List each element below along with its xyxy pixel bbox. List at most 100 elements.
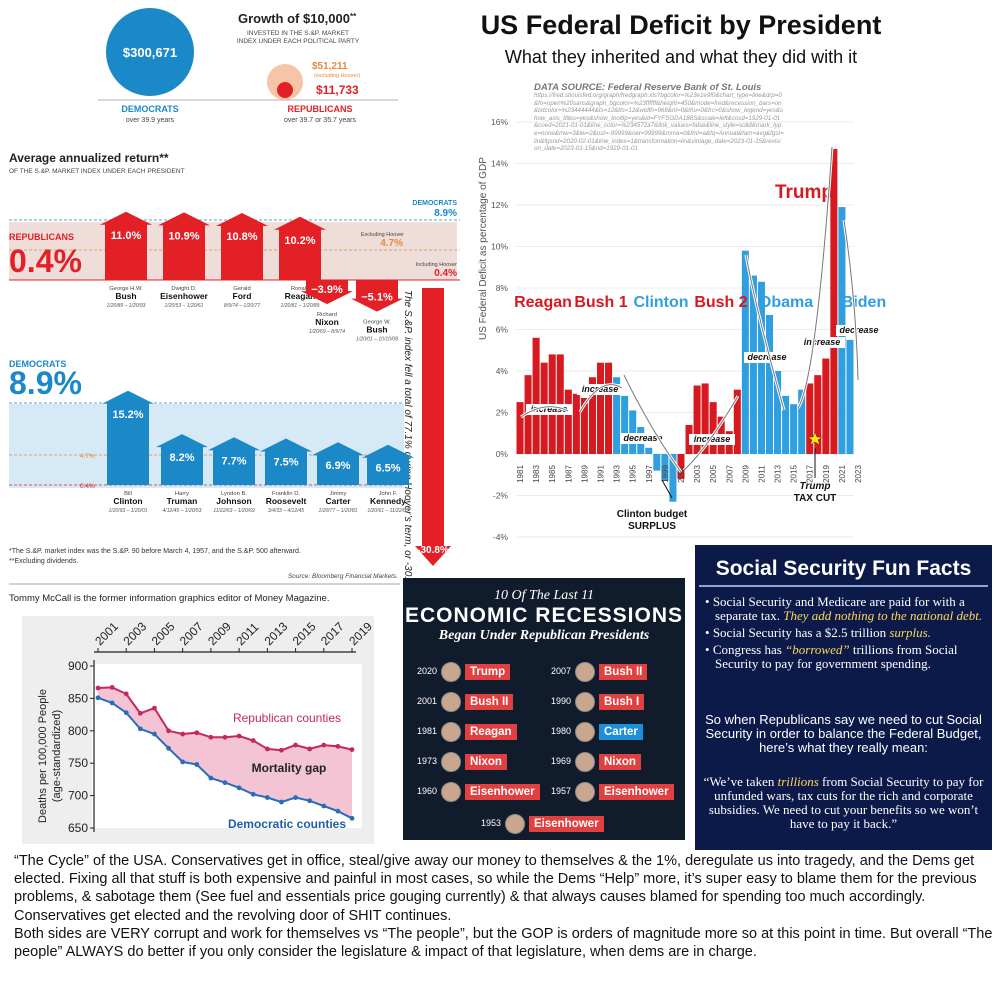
- rep-counties-point: [95, 685, 101, 691]
- deficit-bar: [605, 362, 613, 454]
- president-value-label: 7.7%: [221, 455, 246, 467]
- deficit-bar: [532, 337, 540, 454]
- rep-growth-excl-note: (excluding Hoover): [314, 73, 360, 79]
- president-name: Kennedy: [370, 496, 406, 506]
- rep-counties-point: [349, 747, 355, 752]
- deficit-xtick: 2001: [677, 465, 686, 483]
- deficit-ytick: 12%: [491, 200, 508, 210]
- deficit-xtick: 2019: [822, 465, 831, 483]
- deficit-xtick: 2023: [854, 465, 863, 483]
- recession-president: Trump: [465, 664, 511, 680]
- recession-item: 1960 Eisenhower: [409, 782, 549, 802]
- deficit-ytick: 0%: [496, 449, 509, 459]
- surplus-label-2: SURPLUS: [628, 521, 676, 532]
- mortality-gap-label: Mortality gap: [252, 761, 327, 775]
- deficit-president-label: Biden: [842, 294, 886, 311]
- rep-counties-point: [208, 734, 214, 740]
- deficit-chart: US Federal Deficit by President What the…: [478, 10, 886, 542]
- social-security-panel: Social Security Fun Facts Social Securit…: [695, 545, 992, 850]
- rep-counties-point: [321, 742, 327, 748]
- taxcut-label-1: Trump: [800, 481, 831, 492]
- president-name: Ford: [233, 291, 252, 301]
- recession-item: 1957 Eisenhower: [543, 782, 683, 802]
- president-portrait: [441, 692, 461, 712]
- deficit-president-label: Clinton: [633, 294, 688, 311]
- recession-president: Bush II: [465, 694, 514, 710]
- president-name: Truman: [167, 496, 198, 506]
- president-first-name: John F.: [379, 491, 398, 497]
- recession-year: 1981: [416, 726, 437, 736]
- recession-item: 1990 Bush I: [543, 692, 683, 712]
- deficit-bar: [564, 389, 572, 454]
- incl-hoover-value: 0.4%: [434, 268, 457, 279]
- dem-growth-years: over 39.9 years: [126, 117, 175, 124]
- hoover-note: The S.&P. index fell a total of 77.1% du…: [402, 290, 413, 610]
- recession-president: Nixon: [599, 754, 641, 770]
- dem-counties-point: [152, 731, 157, 737]
- deficit-bar: [782, 395, 790, 454]
- mortality-ylabel-1: Deaths per 100,000 People: [37, 689, 49, 823]
- deficit-trump-label: Trump: [775, 182, 833, 203]
- president-value-label: 15.2%: [112, 409, 143, 421]
- president-first-name: Gerald: [233, 286, 250, 292]
- president-name: Bush: [115, 291, 136, 301]
- mortality-ytick: 750: [68, 756, 88, 770]
- hoover-bar: [422, 288, 444, 546]
- growth-subtitle-1: INVESTED IN THE S.&P. MARKET: [247, 30, 349, 37]
- deficit-xtick: 2015: [790, 465, 799, 483]
- deficit-bar: [629, 410, 637, 454]
- deficit-xtick: 1987: [564, 465, 573, 483]
- president-first-name: Bill: [124, 491, 132, 497]
- recession-year: 1973: [416, 756, 437, 766]
- president-first-name: Dwight D.: [171, 286, 197, 292]
- president-name: Reagan: [285, 291, 316, 301]
- rep-growth-bubble: [277, 82, 293, 98]
- recession-item: 2007 Bush II: [543, 662, 683, 682]
- president-portrait: [441, 782, 461, 802]
- recession-president: Eisenhower: [599, 784, 674, 800]
- recession-president: Bush II: [599, 664, 648, 680]
- rep-counties-point: [279, 747, 284, 753]
- footnote-1: *The S.&P. market index was the S.&P. 90…: [9, 548, 301, 555]
- recession-year: 1969: [550, 756, 571, 766]
- recession-president: Carter: [599, 724, 643, 740]
- deficit-xtick: 1997: [645, 465, 654, 483]
- president-name: Eisenhower: [160, 291, 208, 301]
- recessions-panel: 10 Of The Last 11 ECONOMIC RECESSIONS Be…: [403, 578, 685, 840]
- dem-counties-point: [264, 795, 270, 800]
- deficit-bar: [669, 454, 677, 502]
- deficit-bar: [798, 389, 806, 454]
- dem-ref-47: 4.7%: [80, 453, 95, 460]
- deficit-ylabel: US Federal Deficit as percentage of GDP: [478, 157, 489, 340]
- president-value-label: 10.8%: [226, 231, 257, 243]
- president-term: 1/20/89 – 1/20/93: [107, 303, 146, 309]
- president-portrait: [505, 814, 525, 834]
- recession-item: 1953 Eisenhower: [473, 814, 613, 834]
- deficit-bar: [733, 389, 741, 454]
- excl-hoover-value: 4.7%: [380, 238, 403, 249]
- growth-title: Growth of $10,000**: [238, 11, 357, 26]
- caption-text: “The Cycle” of the USA. Conservatives ge…: [14, 852, 994, 961]
- deficit-xtick: 1999: [661, 465, 670, 483]
- recession-item: 1973 Nixon: [409, 752, 549, 772]
- mortality-ytick: 700: [68, 789, 88, 803]
- president-term: 8/9/74 – 1/20/77: [224, 303, 260, 309]
- tax-cut-star: [807, 431, 823, 446]
- deficit-bar: [596, 362, 605, 454]
- president-first-name: Franklin D.: [272, 491, 300, 497]
- rep-counties-point: [194, 730, 200, 736]
- deficit-bar: [822, 358, 830, 454]
- president-name: Bush: [366, 325, 387, 335]
- president-arrow: [274, 216, 326, 280]
- deficit-ytick: -4%: [493, 532, 509, 542]
- deficit-trend-label: increase: [804, 337, 841, 347]
- dem-counties-point: [208, 775, 214, 781]
- president-term: 1/20/69 – 8/9/74: [309, 329, 345, 335]
- president-first-name: Jimmy: [330, 491, 347, 497]
- rep-average: 0.4%: [9, 243, 82, 279]
- president-value-label: 6.9%: [325, 460, 350, 472]
- president-arrow: [216, 213, 268, 280]
- rep-growth-years: over 39.7 or 35.7 years: [284, 117, 356, 124]
- president-first-name: Lyndon B.: [221, 491, 247, 497]
- rep-growth-value: $11,733: [316, 83, 359, 97]
